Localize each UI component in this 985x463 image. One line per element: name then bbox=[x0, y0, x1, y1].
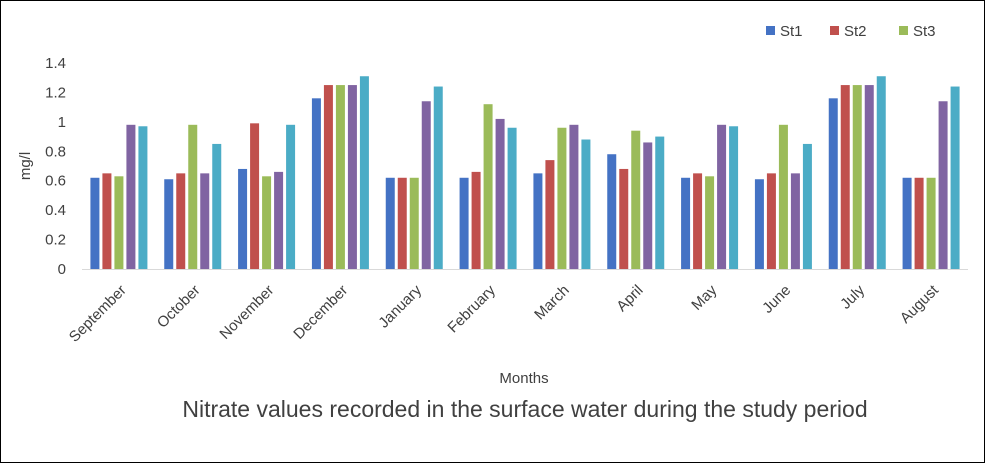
bar-february-series-3 bbox=[483, 104, 493, 269]
bar-october-series-1 bbox=[164, 179, 174, 269]
bar-january-series-5 bbox=[433, 86, 443, 270]
bar-june-series-4 bbox=[790, 173, 800, 269]
figure-caption: Nitrate values recorded in the surface w… bbox=[182, 396, 868, 422]
x-tick-label: March bbox=[531, 282, 572, 323]
bar-may-series-5 bbox=[729, 126, 739, 270]
bar-february-series-4 bbox=[495, 118, 505, 270]
x-tick-label: January bbox=[375, 281, 425, 331]
bar-january-series-4 bbox=[421, 101, 431, 269]
bar-march-series-5 bbox=[581, 139, 591, 269]
bar-september-series-1 bbox=[90, 177, 100, 269]
bar-december-series-4 bbox=[347, 85, 357, 269]
bar-may-series-3 bbox=[705, 176, 715, 269]
bar-september-series-4 bbox=[126, 124, 136, 269]
x-tick-label: December bbox=[290, 282, 351, 343]
bar-december-series-3 bbox=[335, 85, 345, 269]
bar-june-series-1 bbox=[754, 179, 764, 269]
bar-april-series-3 bbox=[631, 130, 641, 269]
x-tick-label: July bbox=[837, 281, 868, 312]
bars bbox=[90, 76, 960, 270]
bar-may-series-1 bbox=[681, 177, 691, 269]
bar-july-series-3 bbox=[852, 85, 862, 269]
bar-april-series-2 bbox=[619, 168, 629, 269]
legend: St1 St2 St3 bbox=[766, 23, 936, 40]
bar-august-series-4 bbox=[938, 101, 948, 269]
bar-july-series-5 bbox=[876, 76, 886, 269]
bar-october-series-3 bbox=[188, 124, 198, 269]
bar-july-series-1 bbox=[828, 98, 838, 269]
bar-august-series-1 bbox=[902, 177, 912, 269]
y-axis-title: mg/l bbox=[17, 152, 34, 180]
y-axis: 0 0.2 0.4 0.6 0.8 1 1.2 1.4 bbox=[45, 55, 66, 278]
x-tick-label: June bbox=[759, 282, 794, 317]
bar-october-series-5 bbox=[212, 143, 222, 269]
y-tick-label: 0.6 bbox=[45, 173, 66, 190]
y-tick-label: 1.4 bbox=[45, 55, 66, 72]
x-tick-label: April bbox=[613, 282, 646, 315]
x-tick-label: November bbox=[216, 282, 277, 343]
x-tick-label: October bbox=[154, 282, 204, 332]
bar-january-series-3 bbox=[409, 177, 419, 269]
bar-august-series-2 bbox=[914, 177, 924, 269]
x-axis: September October November December January F… bbox=[66, 281, 943, 345]
bar-may-series-4 bbox=[717, 124, 727, 269]
bar-october-series-2 bbox=[176, 173, 186, 269]
legend-label-st3: St3 bbox=[913, 23, 936, 40]
y-tick-label: 0.4 bbox=[45, 202, 66, 219]
bar-september-series-2 bbox=[102, 173, 112, 269]
y-tick-label: 0 bbox=[58, 261, 66, 278]
bar-july-series-2 bbox=[840, 85, 850, 269]
bar-april-series-5 bbox=[655, 136, 665, 269]
x-tick-label: May bbox=[688, 281, 720, 313]
bar-april-series-1 bbox=[607, 154, 617, 269]
bar-march-series-4 bbox=[569, 124, 579, 269]
bar-july-series-4 bbox=[864, 85, 874, 269]
x-axis-title: Months bbox=[499, 370, 548, 387]
bar-june-series-5 bbox=[802, 143, 812, 269]
bar-march-series-3 bbox=[557, 127, 567, 269]
legend-swatch-st1 bbox=[766, 26, 775, 35]
y-tick-label: 1 bbox=[58, 114, 66, 131]
bar-november-series-4 bbox=[274, 171, 284, 269]
bar-june-series-2 bbox=[766, 173, 776, 269]
bar-december-series-2 bbox=[323, 85, 333, 269]
bar-april-series-4 bbox=[643, 142, 653, 269]
bar-november-series-2 bbox=[250, 123, 260, 269]
legend-label-st2: St2 bbox=[844, 23, 867, 40]
bar-february-series-5 bbox=[507, 127, 517, 269]
bar-november-series-1 bbox=[238, 168, 248, 269]
bar-december-series-1 bbox=[311, 98, 321, 269]
bar-february-series-1 bbox=[459, 177, 469, 269]
bar-august-series-5 bbox=[950, 86, 960, 270]
y-tick-label: 0.8 bbox=[45, 143, 66, 160]
bar-january-series-2 bbox=[397, 177, 407, 269]
bar-september-series-5 bbox=[138, 126, 148, 270]
bar-august-series-3 bbox=[926, 177, 936, 269]
y-tick-label: 0.2 bbox=[45, 232, 66, 249]
bar-january-series-1 bbox=[385, 177, 395, 269]
bar-september-series-3 bbox=[114, 176, 124, 269]
bar-june-series-3 bbox=[778, 124, 788, 269]
bar-march-series-2 bbox=[545, 160, 555, 269]
x-tick-label: February bbox=[444, 281, 499, 336]
bar-may-series-2 bbox=[693, 173, 703, 269]
bar-february-series-2 bbox=[471, 171, 481, 269]
bar-march-series-1 bbox=[533, 173, 543, 269]
legend-label-st1: St1 bbox=[780, 23, 803, 40]
x-tick-label: September bbox=[66, 282, 130, 346]
bar-october-series-4 bbox=[200, 173, 210, 269]
legend-swatch-st2 bbox=[830, 26, 839, 35]
bar-december-series-5 bbox=[359, 76, 369, 269]
bar-november-series-5 bbox=[286, 124, 296, 269]
bar-november-series-3 bbox=[262, 176, 272, 269]
legend-swatch-st3 bbox=[899, 26, 908, 35]
y-tick-label: 1.2 bbox=[45, 84, 66, 101]
x-tick-label: August bbox=[897, 281, 943, 327]
